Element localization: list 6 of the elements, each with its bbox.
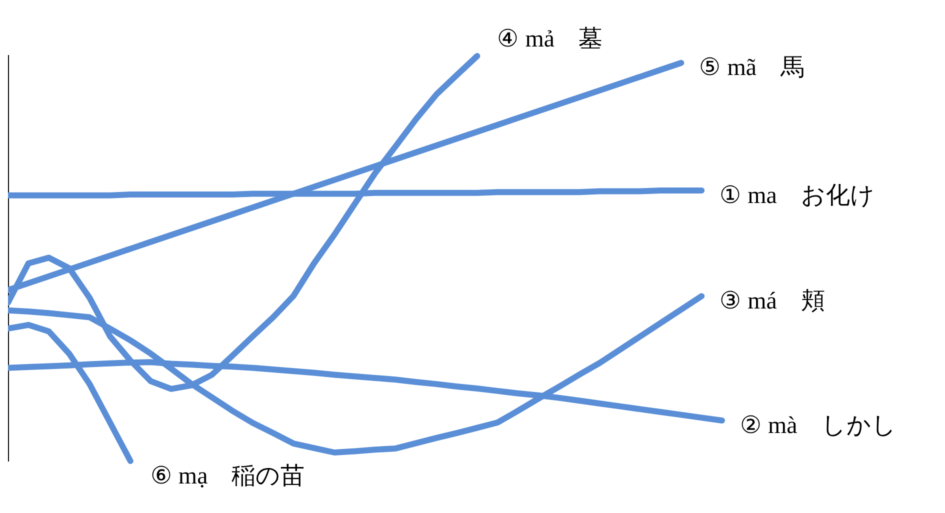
series-label: ③ má 頬 xyxy=(720,288,825,314)
series-label: ⑤ mã 馬 xyxy=(699,55,805,82)
series-label: ⑥ mạ 稲の苗 xyxy=(150,463,305,490)
series-label: ② mà しかし xyxy=(740,412,896,439)
series-label: ④ mả 墓 xyxy=(497,26,603,52)
series-label: ① ma お化け xyxy=(720,182,875,209)
